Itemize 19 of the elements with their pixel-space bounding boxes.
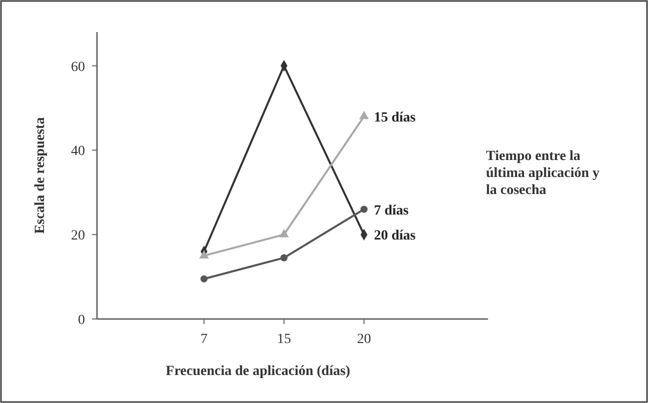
y-tick-label: 60 — [71, 60, 85, 75]
point — [280, 254, 288, 262]
x-tick-label: 7 — [200, 332, 208, 347]
x-tick-label: 20 — [357, 332, 371, 347]
legend-title: Tiempo entre la última aplicación y la cosecha — [486, 149, 600, 198]
point — [200, 275, 208, 282]
y-tick-label: 20 — [71, 228, 85, 244]
series-label: 15 días — [374, 110, 416, 126]
series-label: 7 días — [374, 203, 410, 218]
point — [359, 110, 369, 120]
point — [360, 206, 368, 213]
point — [279, 229, 289, 238]
x-tick-label: 15 — [277, 332, 291, 347]
y-axis-title: Escala de respuesta — [33, 117, 48, 234]
y-tick-label: 40 — [71, 144, 85, 160]
y-tick-label: 0 — [78, 313, 85, 328]
x-axis-title: Frecuencia de aplicación (días) — [166, 364, 351, 379]
series-label: 20 días — [374, 228, 416, 244]
point — [199, 250, 209, 258]
